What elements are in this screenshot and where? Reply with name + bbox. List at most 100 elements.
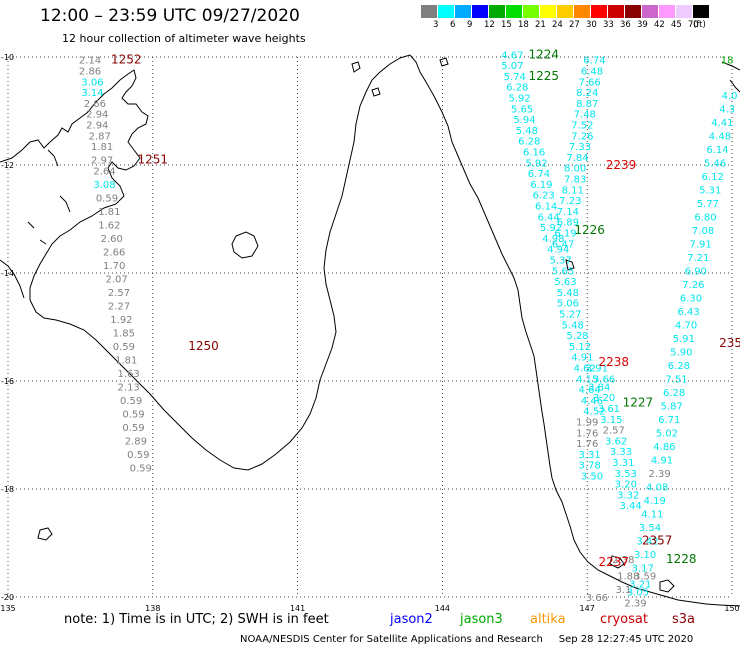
swh-reading: 5.92: [525, 158, 547, 169]
swh-reading: 6.47: [552, 239, 574, 250]
swh-reading: 3.33: [610, 447, 632, 458]
swh-reading: 0.59: [122, 423, 144, 434]
pass-time-label: 2238: [598, 355, 629, 369]
swh-reading: 3.1: [615, 585, 631, 596]
swh-reading: 5.94: [513, 115, 535, 126]
swh-reading: 7.08: [692, 226, 714, 237]
swh-reading: 3.61: [598, 404, 620, 415]
colorbar-swatch: [591, 5, 608, 18]
swh-reading: 8.87: [576, 99, 598, 110]
swh-reading: 4.62: [574, 364, 596, 375]
swh-reading: 6.43: [677, 307, 699, 318]
lon-tick-label: 138: [145, 604, 160, 613]
colorbar-label: 18: [518, 20, 529, 30]
colorbar-label: 33: [603, 20, 614, 30]
colorbar-swatch: [557, 5, 574, 18]
swh-reading: 5.65: [552, 266, 574, 277]
swh-reading: 7.51: [665, 374, 687, 385]
colorbar-legend: 3 6 9 12 15 18 21 24 27 30 33 36 39 42 45 70 (ft): [421, 5, 710, 32]
swh-reading: 2.57: [603, 426, 625, 437]
swh-reading: 2.94: [86, 110, 108, 121]
colorbar-swatch: [659, 5, 676, 18]
swh-reading: 6.80: [694, 212, 716, 223]
swh-reading: 5.07: [501, 61, 523, 72]
swh-reading: 4.15: [576, 374, 598, 385]
swh-reading: 2.64: [93, 166, 115, 177]
swh-reading: 7.48: [574, 110, 596, 121]
swh-reading: 3.14: [81, 88, 103, 99]
swh-reading: 5.48: [562, 320, 584, 331]
colorbar-label: 36: [620, 20, 631, 30]
lat-tick-label: -16: [1, 377, 14, 386]
swh-reading: 4.19: [644, 496, 666, 507]
swh-reading: 1.81: [91, 142, 113, 153]
swh-reading: 4.98: [542, 234, 564, 245]
colorbar-label: 30: [586, 20, 597, 30]
map-grid: [7, 56, 733, 598]
colorbar-label: (ft): [693, 20, 706, 30]
swh-reading: 0.59: [122, 409, 144, 420]
pass-time-label: 1227: [623, 396, 654, 410]
swh-reading: 2.97: [91, 156, 113, 167]
colorbar-label: 15: [501, 20, 512, 30]
swh-reading: 3.42: [636, 536, 658, 547]
axis-labels: -10 -12 -14 -16 -18 -20 135 138 141 144 147 150: [0, 53, 739, 613]
swh-reading: 7.84: [566, 153, 588, 164]
swh-reading: 6.30: [680, 293, 702, 304]
swh-reading: 5.74: [504, 72, 526, 83]
lat-tick-label: -20: [1, 593, 14, 602]
lon-tick-label: 144: [435, 604, 450, 613]
swh-reading: 3.05: [627, 588, 649, 599]
swh-reading: 1.92: [110, 315, 132, 326]
colorbar-label: 3: [433, 20, 439, 30]
swh-reading: 6.28: [518, 137, 540, 148]
swh-reading: 3.10: [634, 550, 656, 561]
footer-note: note: 1) Time is in UTC; 2) SWH is in fe…: [64, 612, 329, 627]
swh-reading: 5.87: [661, 401, 683, 412]
swh-reading: 3.08: [93, 180, 115, 191]
swh-reading: 1.62: [98, 220, 120, 231]
coastline-gulf-east: [0, 259, 25, 299]
lat-tick-label: -12: [1, 161, 14, 170]
colorbar-label: 24: [552, 20, 563, 30]
swh-reading: 3.31: [578, 450, 600, 461]
swh-reading: 3.31: [612, 458, 634, 469]
swh-reading: 1.76: [576, 439, 598, 450]
pass-time-label: 1228: [666, 552, 697, 566]
pass-time-label: 1250: [188, 339, 219, 353]
swh-reading: 0.59: [113, 342, 135, 353]
legend-altika: altika: [530, 612, 566, 627]
swh-reading: 3.44: [620, 501, 642, 512]
swh-reading: 7.21: [687, 253, 709, 264]
swh-reading: 2.57: [108, 288, 130, 299]
pass-time-label: 1251: [138, 153, 169, 167]
swh-reading: 2.27: [108, 301, 130, 312]
pass-time-label: 2239: [606, 158, 637, 172]
swh-reading: 3.78: [578, 461, 600, 472]
swh-reading: 4.0: [722, 91, 738, 102]
swh-reading: 4.86: [653, 442, 675, 453]
swh-reading: 1.88: [617, 571, 639, 582]
swh-reading: 1.70: [103, 261, 125, 272]
altimeter-tracks: 2.142.863.063.142.662.942.942.871.812.97…: [79, 50, 738, 609]
swh-reading: 6.16: [523, 148, 545, 159]
lon-tick-label: 147: [580, 604, 595, 613]
swh-reading: 2.07: [105, 274, 127, 285]
swh-reading: 0.59: [96, 193, 118, 204]
swh-reading: 5.48: [557, 288, 579, 299]
swh-reading: 7.52: [571, 121, 593, 132]
swh-reading: 3.50: [581, 472, 603, 483]
pass-time-label: 1226: [574, 223, 605, 237]
lat-tick-label: -14: [1, 269, 14, 278]
swh-reading: 1.99: [576, 418, 598, 429]
pass-time-label: 1252: [111, 53, 142, 67]
colorbar-swatch: [489, 5, 506, 18]
lat-tick-label: -10: [1, 53, 14, 62]
colorbar-swatch: [676, 5, 693, 18]
swh-reading: 6.90: [685, 266, 707, 277]
swh-reading: 5.65: [511, 104, 533, 115]
colorbar-swatch: [438, 5, 455, 18]
swh-reading: 2.66: [84, 99, 106, 110]
island-wellesley: [37, 527, 53, 541]
swh-reading: 1.63: [118, 369, 140, 380]
